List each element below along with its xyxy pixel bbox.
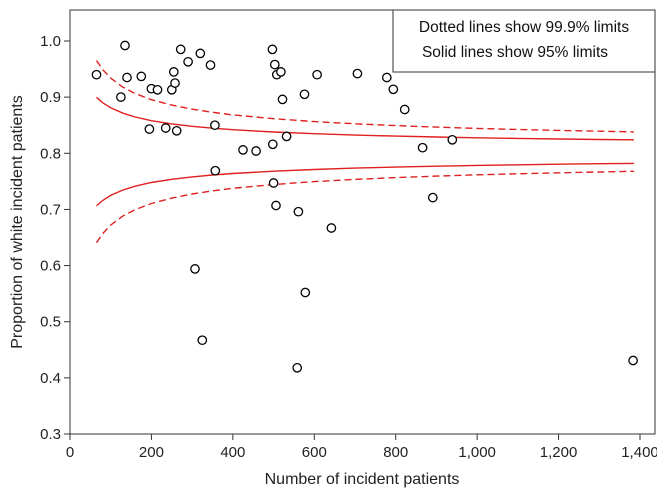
data-point bbox=[388, 84, 399, 95]
data-point bbox=[312, 69, 322, 80]
y-tick-label: 0.4 bbox=[40, 370, 61, 387]
y-tick-label: 0.5 bbox=[40, 314, 61, 331]
x-tick-label: 800 bbox=[383, 444, 408, 461]
y-tick-label: 0.7 bbox=[40, 201, 61, 218]
data-point bbox=[160, 123, 171, 133]
y-axis-title: Proportion of white incident patients bbox=[9, 95, 26, 348]
y-tick-label: 0.9 bbox=[40, 89, 61, 106]
data-point bbox=[170, 78, 180, 88]
data-point bbox=[277, 94, 288, 105]
data-point bbox=[427, 192, 438, 203]
data-point bbox=[152, 84, 163, 95]
x-tick-label: 200 bbox=[139, 444, 164, 461]
data-point bbox=[122, 72, 132, 83]
data-point bbox=[195, 48, 206, 59]
data-point bbox=[136, 71, 147, 82]
data-point bbox=[628, 355, 638, 366]
data-point bbox=[251, 146, 261, 156]
data-point bbox=[271, 200, 281, 211]
x-tick-label: 1,200 bbox=[540, 444, 578, 461]
legend-box bbox=[392, 9, 656, 73]
data-point bbox=[268, 178, 279, 188]
lower-99-9-limit bbox=[95, 170, 634, 244]
data-point bbox=[267, 139, 278, 150]
x-tick-label: 1,000 bbox=[458, 444, 496, 461]
y-tick-label: 1.0 bbox=[40, 33, 61, 50]
data-point bbox=[417, 142, 428, 153]
data-point bbox=[205, 60, 216, 70]
data-point bbox=[168, 67, 179, 77]
x-tick-label: 600 bbox=[302, 444, 327, 461]
data-points bbox=[91, 40, 638, 373]
data-point bbox=[91, 69, 102, 80]
data-point bbox=[293, 206, 304, 217]
data-point bbox=[120, 40, 130, 51]
data-point bbox=[197, 335, 208, 346]
control-limits bbox=[95, 60, 634, 244]
data-point bbox=[190, 264, 200, 274]
upper-95-limit bbox=[96, 96, 634, 141]
data-point bbox=[210, 165, 221, 176]
data-point bbox=[399, 104, 410, 115]
data-point bbox=[299, 89, 310, 100]
y-tick-label: 0.6 bbox=[40, 258, 61, 275]
data-point bbox=[144, 124, 155, 134]
data-point bbox=[381, 72, 392, 83]
data-point bbox=[267, 44, 278, 55]
data-point bbox=[269, 59, 280, 70]
y-tick-label: 0.8 bbox=[40, 145, 61, 162]
data-point bbox=[183, 56, 193, 67]
x-axis-title: Number of incident patients bbox=[265, 471, 460, 488]
data-point bbox=[175, 44, 186, 55]
plot-frame bbox=[69, 9, 656, 435]
data-point bbox=[281, 131, 292, 142]
data-point bbox=[352, 68, 363, 79]
x-tick-label: 400 bbox=[220, 444, 245, 461]
data-point bbox=[300, 287, 311, 298]
data-point bbox=[116, 92, 126, 102]
legend-line-solid: Solid lines show 95% limits bbox=[422, 44, 608, 61]
data-point bbox=[447, 134, 458, 145]
data-point bbox=[276, 67, 286, 77]
lower-95-limit bbox=[96, 162, 634, 207]
y-tick-label: 0.3 bbox=[40, 426, 61, 443]
data-point bbox=[210, 120, 220, 131]
data-point bbox=[326, 223, 337, 233]
x-tick-label: 0 bbox=[66, 444, 74, 461]
data-point bbox=[238, 145, 248, 155]
legend-line-dotted: Dotted lines show 99.9% limits bbox=[419, 19, 629, 36]
data-point bbox=[292, 362, 303, 373]
data-point bbox=[171, 125, 182, 136]
y-axis-ticks: 0.3 0.4 0.5 0.6 0.7 0.8 0.9 1.0 bbox=[40, 33, 70, 443]
legend: Dotted lines show 99.9% limits Solid lin… bbox=[392, 9, 656, 73]
x-tick-label: 1,400 bbox=[621, 444, 657, 461]
upper-99-9-limit bbox=[95, 60, 634, 133]
x-axis-ticks: 0 200 400 600 800 1,000 1,200 1,400 bbox=[66, 434, 657, 461]
